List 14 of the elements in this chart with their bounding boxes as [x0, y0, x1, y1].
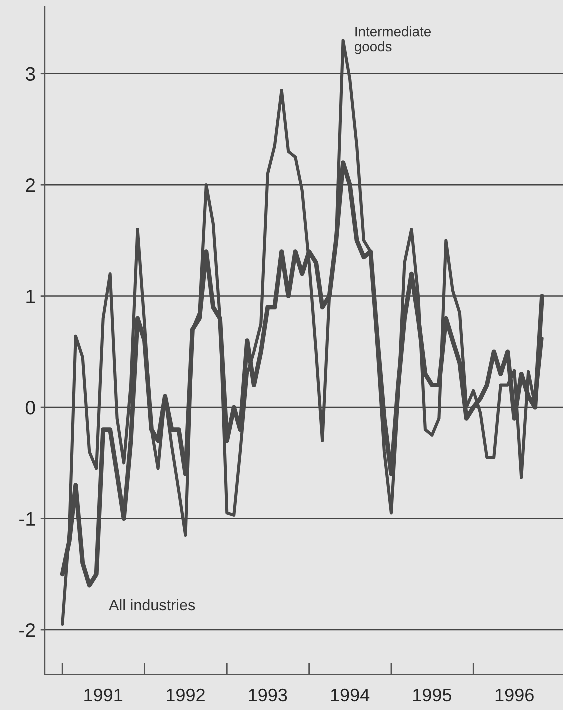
x-tick-label: 1995: [414, 688, 452, 702]
x-tick-label: 1993: [249, 688, 288, 702]
x-tick-label: 1996: [496, 688, 534, 702]
series-label: All industries: [109, 599, 196, 611]
series-label: Intermediate goods: [354, 26, 431, 54]
y-tick-label: 1: [26, 290, 36, 304]
y-tick-label: 3: [26, 67, 36, 82]
x-tick-label: 1991: [84, 688, 123, 702]
x-tick-label: 1992: [167, 688, 205, 702]
y-tick-label: -1: [20, 512, 36, 526]
y-tick-label: 0: [26, 401, 36, 415]
y-tick-label: -2: [20, 623, 36, 638]
x-tick-label: 1994: [331, 688, 370, 702]
y-tick-label: 2: [26, 178, 36, 192]
